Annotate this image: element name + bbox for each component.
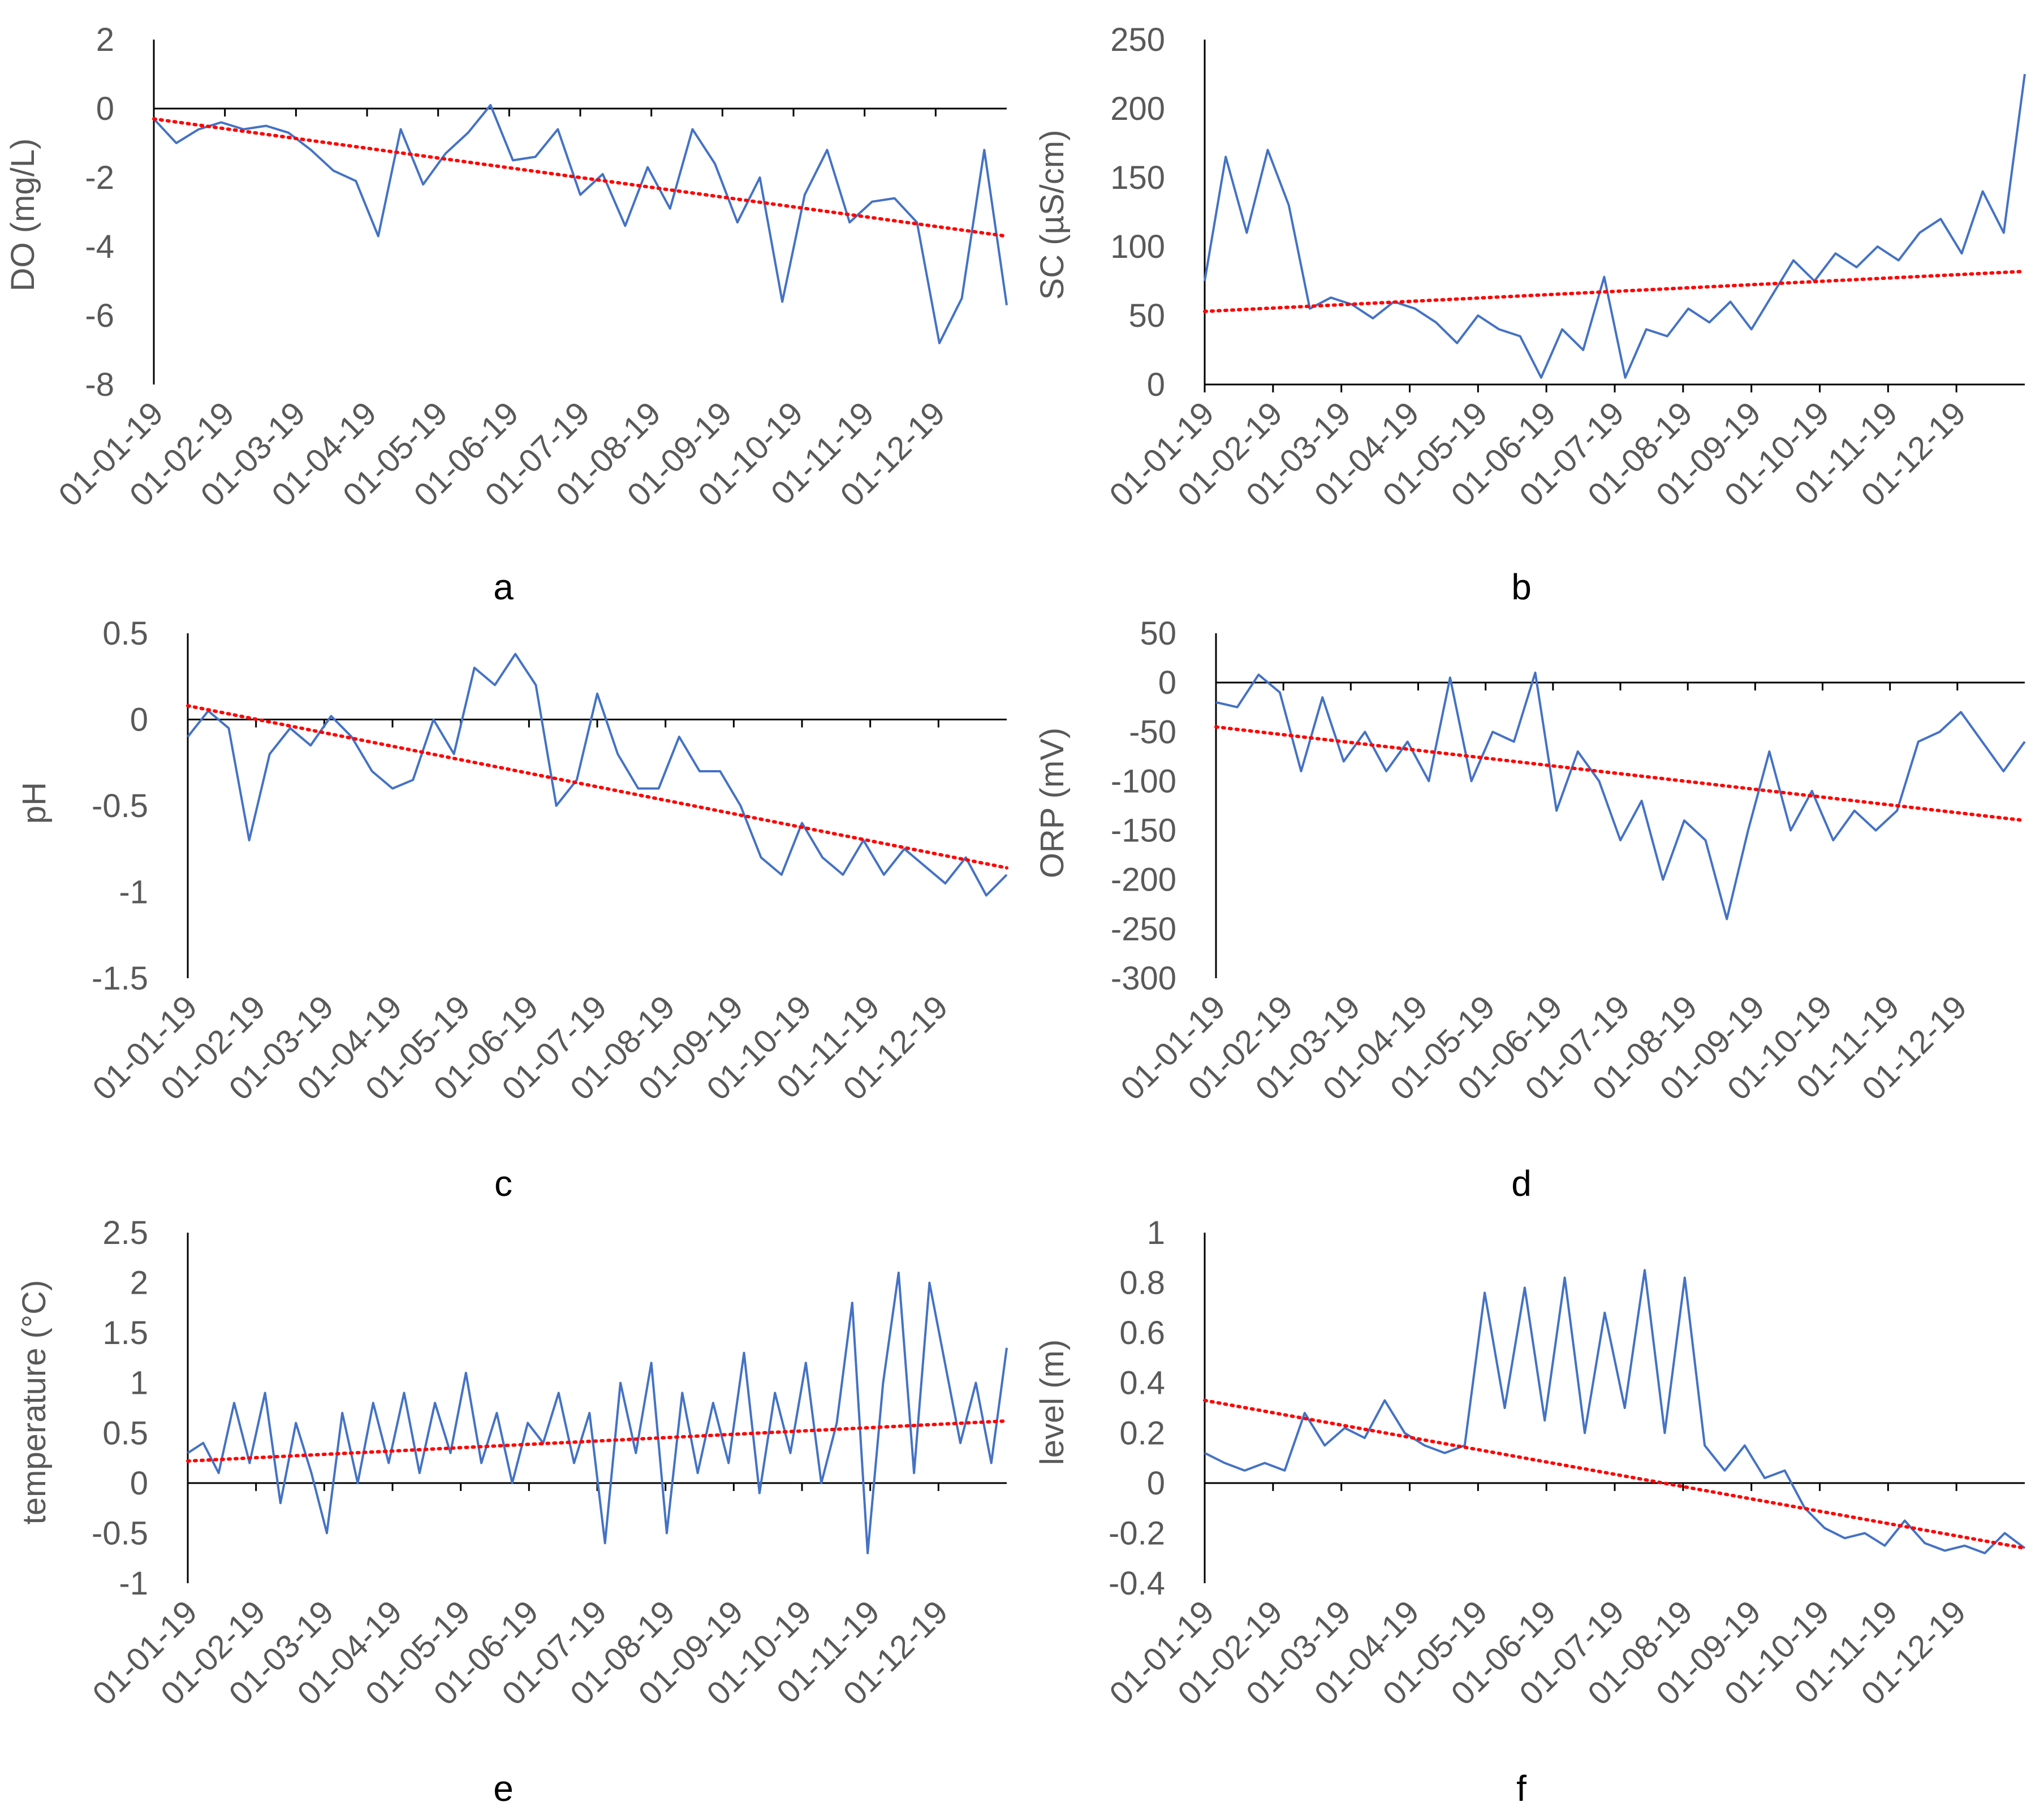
panel-a-ylabel: DO (mg/L) xyxy=(5,139,41,292)
panel-a-ytick: 0 xyxy=(96,90,114,127)
panel-f-ytick: 0.4 xyxy=(1119,1365,1165,1402)
panel-f-trendline xyxy=(1203,1398,2026,1550)
panel-f-ytick: 0.2 xyxy=(1119,1415,1165,1451)
panel-d-ylabel: ORP (mV) xyxy=(1034,728,1071,878)
panel-e-ylabel: temperature (°C) xyxy=(16,1280,53,1525)
panel-c-series-line xyxy=(187,653,1008,897)
panel-d-label: d xyxy=(1511,1163,1532,1204)
panel-a-label: a xyxy=(493,567,514,607)
panel-f-ytick: 1 xyxy=(1147,1215,1165,1251)
panel-c-ytick: 0 xyxy=(130,702,148,738)
panel-c-label: c xyxy=(494,1163,512,1204)
panel-b-ytick: 100 xyxy=(1110,228,1165,265)
panel-c-ytick: -0.5 xyxy=(92,788,148,824)
panel-e-trendline xyxy=(186,1419,1008,1463)
panel-d-ytick: 50 xyxy=(1140,615,1176,652)
panel-d: ORP (mV) d 500-50-100-150-200-250-30001-… xyxy=(1034,615,2026,1204)
panel-d-trendline xyxy=(1214,725,2026,823)
panel-e-ytick: -1 xyxy=(119,1565,148,1602)
panel-d-ytick: -100 xyxy=(1111,763,1176,800)
panel-a-ytick: -4 xyxy=(85,228,114,265)
panel-f-ylabel: level (m) xyxy=(1034,1340,1071,1465)
panel-a-ytick: -6 xyxy=(85,297,114,334)
panel-d-ytick: -250 xyxy=(1111,911,1176,948)
panel-f-ytick: 0 xyxy=(1147,1465,1165,1502)
panel-d-ytick: -50 xyxy=(1129,714,1176,750)
panel-b-trendline xyxy=(1203,269,2026,313)
panel-c-ylabel: pH xyxy=(16,782,53,824)
panel-c-ytick: -1 xyxy=(119,874,148,911)
panel-d-ytick: -150 xyxy=(1111,813,1176,849)
panel-b-series-line xyxy=(1204,74,2026,379)
panel-b-ytick: 150 xyxy=(1110,159,1165,196)
panel-f-series-line xyxy=(1204,1269,2026,1554)
panel-d-ytick: -300 xyxy=(1111,960,1176,997)
panel-b-ytick: 0 xyxy=(1147,366,1165,403)
panel-b-ylabel: SC (µS/cm) xyxy=(1034,130,1071,300)
panel-e-ytick: 0 xyxy=(130,1465,148,1502)
panel-b-ytick: 250 xyxy=(1110,21,1165,58)
panel-f-ytick: 0.8 xyxy=(1119,1265,1165,1302)
panel-d-ytick: 0 xyxy=(1158,664,1176,701)
panel-e-ytick: 2 xyxy=(130,1265,148,1302)
panel-c-ytick: -1.5 xyxy=(92,960,148,997)
panel-d-ytick: -200 xyxy=(1111,862,1176,898)
panel-b-ytick: 50 xyxy=(1128,297,1165,334)
panel-e-ytick: -0.5 xyxy=(92,1515,148,1552)
panel-b-ytick: 200 xyxy=(1110,90,1165,127)
panel-c-ytick: 0.5 xyxy=(102,615,148,652)
panel-a-ytick: 2 xyxy=(96,21,114,58)
panel-f-label: f xyxy=(1516,1768,1526,1809)
panel-f-ytick: -0.2 xyxy=(1109,1515,1165,1552)
panel-a-ytick: -8 xyxy=(85,366,114,403)
panel-e-ytick: 1.5 xyxy=(102,1315,148,1351)
panel-e-ytick: 0.5 xyxy=(102,1415,148,1451)
panel-e-label: e xyxy=(493,1768,514,1809)
panel-e-series-line xyxy=(187,1271,1008,1554)
panel-f-ytick: -0.4 xyxy=(1109,1565,1165,1602)
panel-a-ytick: -2 xyxy=(85,159,114,196)
panel-e-ytick: 1 xyxy=(130,1365,148,1402)
panel-f-ytick: 0.6 xyxy=(1119,1315,1165,1351)
panel-d-series-line xyxy=(1215,671,2026,921)
panel-e-ytick: 2.5 xyxy=(102,1215,148,1251)
panel-a-trendline xyxy=(152,117,1008,238)
panel-b-label: b xyxy=(1511,567,1532,607)
